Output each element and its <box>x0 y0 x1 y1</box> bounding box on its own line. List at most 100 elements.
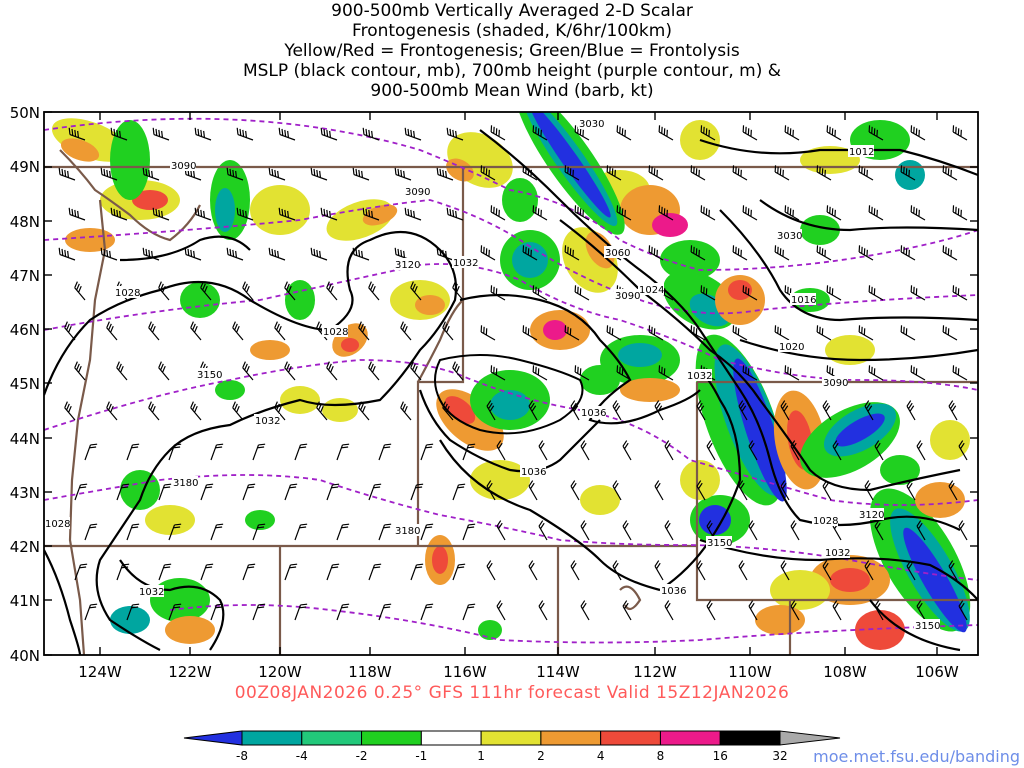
wind-barb <box>648 245 664 261</box>
wind-barb <box>532 285 548 301</box>
wind-barb <box>480 325 496 341</box>
wind-barb <box>910 125 926 141</box>
wind-barb <box>168 523 182 541</box>
frontogenesis-cell <box>285 280 315 320</box>
wind-barb <box>690 165 706 181</box>
colorbar-tick-label: 1 <box>477 749 485 763</box>
wind-barb <box>490 285 506 301</box>
title-line-4: MSLP (black contour, mb), 700mb height (… <box>242 61 782 81</box>
wind-barb <box>352 247 370 261</box>
frontogenesis-cell <box>680 460 720 500</box>
wind-barb <box>232 401 244 421</box>
wind-barb <box>278 207 296 221</box>
colorbar-tick-label: -8 <box>236 749 248 763</box>
wind-barb <box>378 523 392 541</box>
wind-barb <box>784 365 800 381</box>
wind-barb <box>274 321 286 341</box>
wind-barb <box>612 480 622 501</box>
height-label: 3090 <box>823 378 848 389</box>
wind-barb <box>284 281 296 301</box>
wind-barb <box>268 247 286 261</box>
wind-barb <box>148 321 160 341</box>
lat-label: 43N <box>10 484 40 502</box>
wind-barb <box>696 400 706 421</box>
wind-barb <box>294 523 308 541</box>
frontogenesis-cell <box>478 620 502 640</box>
frontogenesis-cell <box>529 112 611 218</box>
wind-barb <box>784 125 800 141</box>
wind-barb <box>948 480 958 501</box>
wind-barb <box>236 207 254 221</box>
wind-barb <box>748 600 758 621</box>
mslp-label: 1024 <box>639 285 664 296</box>
wind-barb <box>294 443 308 461</box>
wind-barb <box>152 127 170 141</box>
frontogenesis-cell <box>120 470 160 510</box>
wind-barb <box>58 247 76 261</box>
lat-axis: 50N 49N 48N 47N 46N 45N 44N 43N 42N 41N … <box>10 104 40 665</box>
wind-barb <box>242 563 256 581</box>
wind-barb <box>184 167 202 181</box>
height-label: 3030 <box>777 231 802 242</box>
wind-barb <box>194 127 212 141</box>
wind-barb <box>948 560 958 581</box>
wind-barb <box>742 125 758 141</box>
axis-ticks <box>44 111 978 656</box>
wind-barb <box>420 603 434 621</box>
colorbar-arrow-left <box>183 730 243 746</box>
wind-barb <box>906 560 916 581</box>
lon-label: 112W <box>633 663 677 681</box>
frontogenesis-cell <box>245 510 275 530</box>
wind-barb <box>874 440 884 461</box>
wind-barb <box>942 245 958 261</box>
height-label: 3150 <box>197 370 222 381</box>
wind-barb <box>780 480 790 501</box>
height-contours <box>44 117 978 644</box>
wind-barb <box>452 361 464 381</box>
height-label: 3060 <box>605 248 630 259</box>
wind-barb <box>690 325 706 341</box>
wind-barb <box>400 401 412 421</box>
wind-barb <box>774 245 790 261</box>
wind-barb <box>486 400 496 421</box>
wind-barb <box>368 281 380 301</box>
wind-barb <box>378 443 392 461</box>
colorbar-tick-label: -2 <box>356 749 368 763</box>
lon-label: 122W <box>168 663 212 681</box>
wind-barb <box>522 245 538 261</box>
height-label: 3180 <box>173 478 198 489</box>
wind-barb <box>84 603 98 621</box>
map-canvas <box>44 112 978 655</box>
wind-barb <box>574 285 590 301</box>
wind-barb <box>706 600 716 621</box>
wind-barb <box>538 440 548 461</box>
wind-barb <box>184 247 202 261</box>
forecast-valid-text: 00Z08JAN2026 0.25° GFS 111hr forecast Va… <box>234 683 790 703</box>
wind-barb <box>564 325 580 341</box>
wind-barb <box>490 205 506 221</box>
wind-barb <box>410 361 422 381</box>
frontogenesis-cell <box>215 188 235 232</box>
wind-barb <box>486 480 496 501</box>
colorbar-tick-label: 32 <box>772 749 787 763</box>
height-label: 3030 <box>579 119 604 130</box>
wind-barb <box>816 165 832 181</box>
colorbar-tick-label: 16 <box>713 749 728 763</box>
wind-barbs <box>58 125 968 621</box>
wind-barb <box>868 285 884 301</box>
wind-barb <box>906 480 916 501</box>
colorbar-tick-label: 2 <box>537 749 545 763</box>
wind-barb <box>916 520 926 541</box>
colorbar: -8 -4 -2 -1 1 2 4 8 16 32 <box>183 730 841 763</box>
wind-barb <box>242 281 254 301</box>
wind-barb <box>336 603 350 621</box>
lon-label: 120W <box>258 663 302 681</box>
wind-barb <box>316 321 328 341</box>
wind-barb <box>436 247 454 261</box>
wind-barb <box>106 401 118 421</box>
colorbar-arrow-right <box>779 730 841 746</box>
wind-barb <box>420 443 434 461</box>
wind-barb <box>790 440 800 461</box>
wind-barb <box>958 440 968 461</box>
